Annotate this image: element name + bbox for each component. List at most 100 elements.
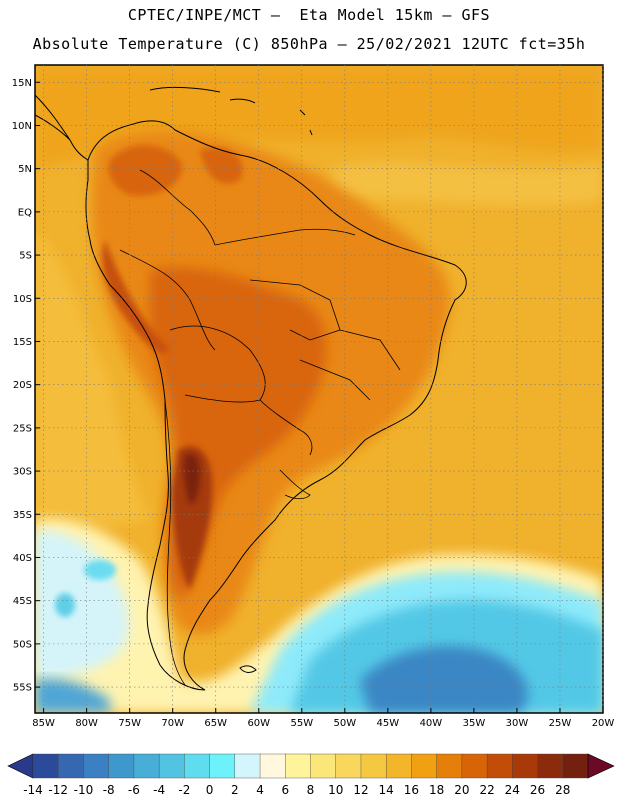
- lon-label: 75W: [118, 718, 141, 729]
- lat-label: 10S: [13, 294, 32, 305]
- colorbar-tick-label: -12: [48, 783, 68, 797]
- colorbar-tick-label: 0: [206, 783, 214, 797]
- colorbar-swatch: [537, 753, 564, 779]
- field-andes-hot: [102, 240, 170, 353]
- lat-label: 55S: [13, 683, 32, 694]
- colorbar-swatch: [108, 753, 135, 779]
- border-peru-brazil: [119, 249, 216, 351]
- colorbar-swatch: [411, 753, 438, 779]
- lon-label: 30W: [506, 718, 529, 729]
- border-argentina-chile: [164, 399, 186, 686]
- colorbar-swatch: [385, 753, 412, 779]
- colorbar-tick-label: 8: [307, 783, 315, 797]
- colorbar-tick-label: -14: [23, 783, 43, 797]
- colorbar-swatch: [158, 753, 185, 779]
- colorbar-swatch: [310, 753, 337, 779]
- colorbar-swatch: [184, 753, 211, 779]
- colorbar-swatch: [58, 753, 84, 779]
- colorbar-tick-label: 24: [505, 783, 520, 797]
- colorbar-swatch: [461, 753, 488, 779]
- colorbar-swatch: [562, 753, 589, 779]
- colorbar-tick-label: 28: [555, 783, 570, 797]
- lat-label: 40S: [13, 553, 32, 564]
- lon-label: 25W: [549, 718, 572, 729]
- field-core-max: [183, 453, 201, 504]
- colorbar-tick-label: 6: [281, 783, 289, 797]
- field-atlantic-yellow: [330, 162, 603, 206]
- border-colombia-venezuela: [139, 169, 216, 246]
- lat-label: 50S: [13, 639, 32, 650]
- colorbar-tick-label: -8: [103, 783, 115, 797]
- border-bolivia: [169, 325, 266, 403]
- caribbean-islands: [149, 86, 313, 136]
- colorbar-tick-label: 12: [353, 783, 368, 797]
- lon-label: 70W: [161, 718, 184, 729]
- lon-label: 85W: [32, 718, 55, 729]
- lat-label: 15S: [13, 337, 32, 348]
- colorbar-high-arrow: [587, 753, 615, 779]
- central-america-coast: [34, 94, 89, 161]
- colorbar-swatch: [335, 753, 362, 779]
- lon-label: 45W: [377, 718, 400, 729]
- latitude-labels: 15N 10N 5N EQ 5S 10S 15S 20S 25S 30S 35S 40S 45S 50S 5…: [12, 78, 32, 694]
- border-paraguay: [259, 399, 313, 456]
- colorbar-tick-label: 22: [479, 783, 494, 797]
- colorbar-swatch: [234, 753, 261, 779]
- colorbar-swatch: [32, 753, 59, 779]
- field-cold-spot-2: [55, 593, 75, 617]
- lon-label: 35W: [463, 718, 486, 729]
- colorbar-tick-label: 16: [404, 783, 419, 797]
- colorbar-low-arrow: [7, 753, 34, 779]
- lon-label: 55W: [290, 718, 313, 729]
- colorbar-tick-label: -10: [74, 783, 94, 797]
- field-atlantic-colder: [360, 646, 528, 713]
- lat-label: 25S: [13, 423, 32, 434]
- lat-label: 35S: [13, 510, 32, 521]
- border-amazon: [214, 228, 356, 246]
- colorbar-swatch: [133, 753, 160, 779]
- lat-label: 20S: [13, 380, 32, 391]
- colorbar-swatch: [360, 753, 387, 779]
- lon-label: 20W: [592, 718, 615, 729]
- lat-label: EQ: [18, 207, 32, 218]
- colorbar-swatch: [512, 753, 539, 779]
- border-brazil-internal: [249, 279, 401, 401]
- border-uruguay: [279, 469, 311, 500]
- colorbar-tick-label: 10: [328, 783, 343, 797]
- chart-title-line1: CPTEC/INPE/MCT – Eta Model 15km – GFS: [127, 6, 491, 24]
- colorbar-tick-label: 18: [429, 783, 444, 797]
- colorbar-tick-label: 4: [256, 783, 264, 797]
- colorbar-tick-label: 20: [454, 783, 469, 797]
- lon-label: 80W: [75, 718, 98, 729]
- lat-label: 5N: [18, 164, 32, 175]
- colorbar-swatch: [486, 753, 513, 779]
- colorbar-swatch: [259, 753, 286, 779]
- colorbar-swatch: [83, 753, 110, 779]
- lon-label: 40W: [420, 718, 443, 729]
- lon-label: 60W: [247, 718, 270, 729]
- lat-label: 5S: [19, 251, 32, 262]
- colorbar-tick-label: -2: [178, 783, 190, 797]
- chart-title-line2: Absolute Temperature (C) 850hPa – 25/02/…: [32, 35, 586, 53]
- lat-label: 45S: [13, 596, 32, 607]
- colorbar-tick-label: 26: [530, 783, 545, 797]
- country-borders: [119, 169, 401, 686]
- colorbar-swatch: [209, 753, 236, 779]
- field-north-hot2: [200, 147, 243, 184]
- lat-label: 10N: [12, 121, 32, 132]
- colorbar-tick-label: 2: [231, 783, 239, 797]
- colorbar-swatch: [285, 753, 312, 779]
- field-north-hot: [108, 145, 182, 196]
- lat-label: 30S: [13, 467, 32, 478]
- lat-label: 15N: [12, 78, 32, 89]
- field-north-warm: [35, 65, 603, 170]
- field-cold-spot-1: [84, 560, 116, 580]
- colorbar-tick-label: 14: [379, 783, 394, 797]
- field-pacific-yellow: [35, 230, 150, 540]
- longitude-labels: 85W 80W 75W 70W 65W 60W 55W 50W 45W 40W 35W 30W 25W 2…: [32, 718, 614, 729]
- lon-label: 50W: [334, 718, 357, 729]
- graticule: [35, 65, 604, 713]
- colorbar-tick-label: -4: [153, 783, 165, 797]
- colorbar-tick-label: -6: [128, 783, 140, 797]
